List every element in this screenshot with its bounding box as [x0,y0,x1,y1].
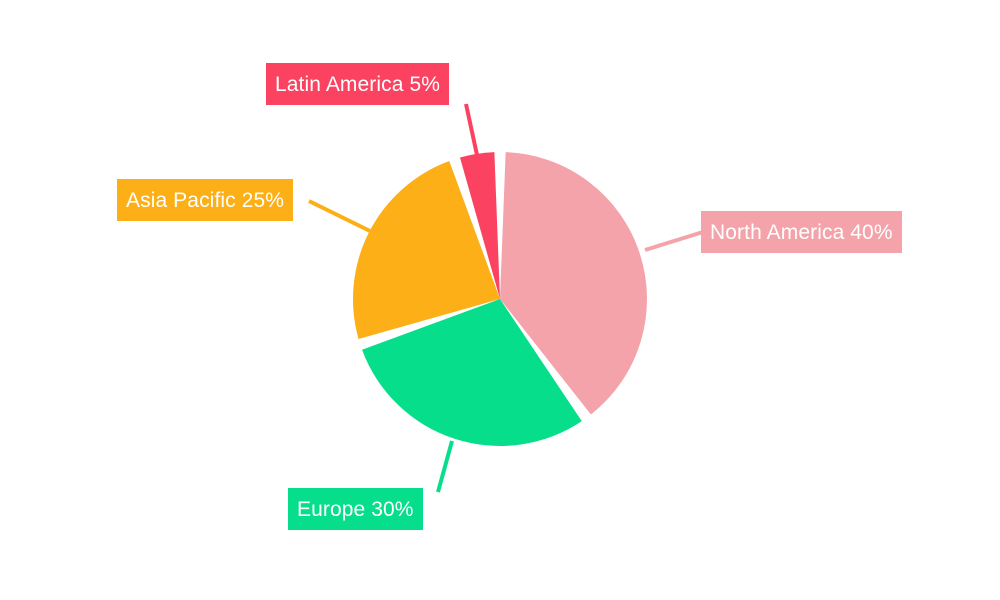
pie-label-latin-america: Latin America 5% [266,63,450,105]
leader-line-europe [436,440,454,493]
pie-slice-north-america[interactable] [500,152,648,415]
pie-slice-asia-pacific[interactable] [352,161,500,340]
pie-label-asia-pacific-text: Asia Pacific 25% [126,188,285,212]
pie-label-latin-america-text: Latin America 5% [275,72,441,96]
pie-label-north-america-text: North America 40% [710,220,893,244]
pie-label-europe: Europe 30% [288,488,423,530]
leader-line-north-america [644,230,704,252]
pie-label-europe-text: Europe 30% [297,497,414,521]
leader-line-asia-pacific [308,199,373,234]
pie-label-north-america: North America 40% [701,211,902,253]
leader-line-latin-america [464,103,479,156]
pie-slice-europe[interactable] [362,299,582,446]
leader-lines [308,103,704,493]
pie-label-asia-pacific: Asia Pacific 25% [117,179,294,221]
pie-slice-latin-america[interactable] [459,152,500,299]
pie-slices [352,152,648,446]
